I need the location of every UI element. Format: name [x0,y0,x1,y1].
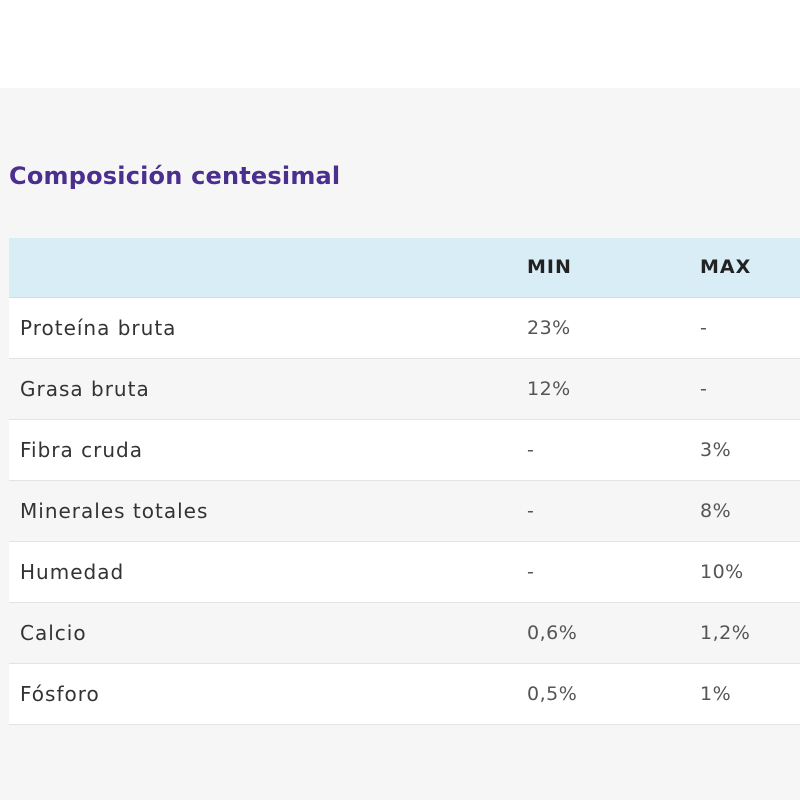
table-row: Fósforo 0,5% 1% [9,664,800,725]
section-title: Composición centesimal [9,162,341,190]
table-row: Calcio 0,6% 1,2% [9,603,800,664]
min-value: 0,5% [527,683,578,705]
min-value: - [527,500,535,522]
min-value: - [527,561,535,583]
nutrient-name: Humedad [20,560,125,584]
max-value: 8% [700,500,732,522]
table-row: Minerales totales - 8% [9,481,800,542]
max-value: - [700,378,708,400]
composition-table: MIN MAX Proteína bruta 23% - Grasa bruta… [9,238,800,725]
table-row: Fibra cruda - 3% [9,420,800,481]
header-min: MIN [527,256,572,278]
max-value: 1,2% [700,622,751,644]
nutrient-name: Minerales totales [20,499,209,523]
nutrient-name: Proteína bruta [20,316,177,340]
min-value: 12% [527,378,571,400]
min-value: 0,6% [527,622,578,644]
table-row: Proteína bruta 23% - [9,298,800,359]
max-value: 1% [700,683,732,705]
nutrient-name: Fibra cruda [20,438,143,462]
min-value: - [527,439,535,461]
top-band [0,0,800,88]
table-row: Humedad - 10% [9,542,800,603]
max-value: 3% [700,439,732,461]
min-value: 23% [527,317,571,339]
table-header: MIN MAX [9,238,800,298]
composition-section: Composición centesimal MIN MAX Proteína … [0,88,800,800]
table-row: Grasa bruta 12% - [9,359,800,420]
max-value: 10% [700,561,744,583]
max-value: - [700,317,708,339]
nutrient-name: Grasa bruta [20,377,150,401]
nutrient-name: Calcio [20,621,87,645]
nutrient-name: Fósforo [20,682,100,706]
header-max: MAX [700,256,752,278]
